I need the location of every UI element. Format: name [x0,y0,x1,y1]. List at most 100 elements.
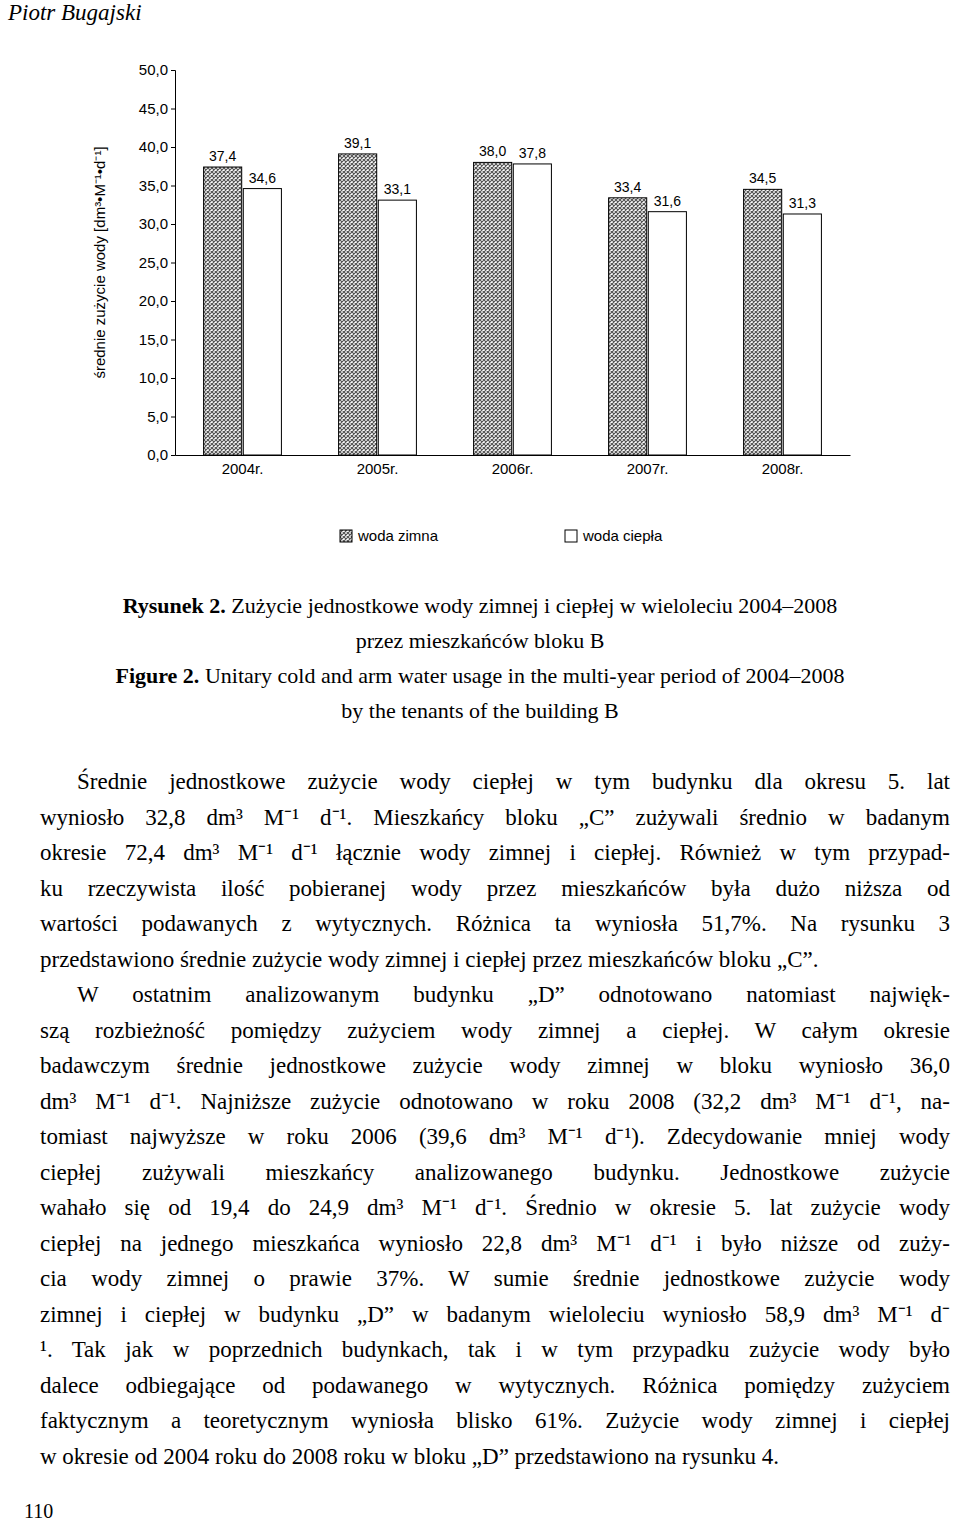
legend: woda zimna woda ciepła [340,527,663,544]
y-tick: 30,0 [139,215,175,232]
data-label: 33,4 [614,179,641,195]
caption-label: Figure 2. [115,663,199,688]
text-line: badawczym średnie jednostkowe zużycie wo… [40,1048,950,1084]
x-tick: 2007r. [627,455,669,477]
bar [609,198,647,455]
data-label: 39,1 [344,135,371,151]
legend-swatch [565,530,577,542]
y-tick-mark [171,378,175,379]
caption-text: Unitary cold and arm water usage in the … [205,663,845,688]
text-line: Średnie jednostkowe zużycie wody ciepłej… [40,764,950,800]
y-tick-label: 10,0 [139,369,168,386]
y-tick-mark [171,186,175,187]
caption-text: przez mieszkańców bloku B [356,628,605,653]
text-line: przedstawiono średnie zużycie wody zimne… [40,942,950,978]
y-tick-mark [171,147,175,148]
bar [339,154,377,455]
y-tick-label: 0,0 [147,446,168,463]
text-line: dm³ M⁻¹ d⁻¹. Najniższe zużycie odnotowan… [40,1084,950,1120]
text-line: szą rozbieżność pomiędzy zużyciem wody z… [40,1013,950,1049]
data-label: 31,3 [789,195,816,211]
data-label: 37,4 [209,148,236,164]
text-line: dalece odbiegające od podawanego w wytyc… [40,1368,950,1404]
legend-item: woda ciepła [565,527,663,544]
x-tick: 2008r. [762,455,804,477]
caption-text: Zużycie jednostkowe wody zimnej i ciepłe… [231,593,837,618]
caption-label: Rysunek 2. [123,593,226,618]
data-label: 33,1 [384,181,411,197]
y-tick: 5,0 [147,408,175,425]
y-tick: 25,0 [139,254,175,271]
y-tick-mark [171,263,175,264]
caption-en: Figure 2. Unitary cold and arm water usa… [0,658,960,728]
text-line: faktycznym a teoretycznym wyniosła blisk… [40,1403,950,1439]
y-tick-label: 30,0 [139,215,168,232]
data-label: 38,0 [479,143,506,159]
y-tick: 15,0 [139,331,175,348]
y-axis-line [171,71,176,456]
caption-line: Rysunek 2. Zużycie jednostkowe wody zimn… [0,588,960,623]
y-tick: 45,0 [139,100,175,117]
bar [783,214,821,455]
x-tick: 2006r. [492,455,534,477]
y-tick-mark [171,109,175,110]
y-tick-label: 20,0 [139,292,168,309]
data-label: 37,8 [519,145,546,161]
data-labels: 37,439,138,033,434,534,633,137,831,631,3 [209,135,816,211]
y-tick-mark [171,70,175,71]
y-tick-label: 5,0 [147,408,168,425]
bar [744,189,782,455]
body-text: Średnie jednostkowe zużycie wody ciepłej… [40,764,950,1474]
bar [204,167,242,455]
text-line: wahało się od 19,4 do 24,9 dm³ M⁻¹ d⁻¹. … [40,1190,950,1226]
page-number: 110 [24,1500,53,1523]
y-tick-label: 35,0 [139,177,168,194]
y-axis-title: średnie zużycie wody [dm³•M⁻¹•d⁻¹] [91,146,108,378]
text-line: tomiast najwyższe w roku 2006 (39,6 dm³ … [40,1119,950,1155]
y-tick: 50,0 [139,61,175,78]
y-tick: 40,0 [139,138,175,155]
legend-label: woda ciepła [582,527,663,544]
legend-swatch [340,530,352,542]
x-tick-label: 2004r. [222,460,264,477]
x-tick-label: 2005r. [357,460,399,477]
caption-line: Figure 2. Unitary cold and arm water usa… [0,658,960,693]
x-tick: 2005r. [357,455,399,477]
text-line: wartości podawanych z wytycznych. Różnic… [40,906,950,942]
x-tick-label: 2006r. [492,460,534,477]
y-tick-mark [171,301,175,302]
caption-text: by the tenants of the building B [341,698,618,723]
data-label: 31,6 [654,193,681,209]
bar [378,200,416,455]
caption-line: przez mieszkańców bloku B [0,623,960,658]
y-tick: 0,0 [147,446,175,463]
text-line: w okresie od 2004 roku do 2008 roku w bl… [40,1439,950,1475]
y-axis: 0,0 5,0 10,0 15,0 20,0 25,0 30,0 35,0 40,0 45,0 50… [139,61,176,463]
y-tick-label: 25,0 [139,254,168,271]
text-line: ciepłej na jednego mieszkańca wyniosło 2… [40,1226,950,1262]
y-tick-mark [171,340,175,341]
text-line: W ostatnim analizowanym budynku „D” odno… [40,977,950,1013]
x-axis: 2004r. 2005r. 2006r. 2007r. 2008r. [176,455,851,477]
x-tick: 2004r. [222,455,264,477]
text-line: wyniosło 32,8 dm³ M⁻¹ d⁻¹. Mieszkańcy bl… [40,800,950,836]
chart: 0,0 5,0 10,0 15,0 20,0 25,0 30,0 35,0 40,0 45,0 50… [0,0,960,570]
y-tick-label: 45,0 [139,100,168,117]
y-tick: 10,0 [139,369,175,386]
y-tick-mark [171,417,175,418]
text-line: okresie 72,4 dm³ M⁻¹ d⁻¹ łącznie wody zi… [40,835,950,871]
running-header: Piotr Bugajski [8,0,142,26]
legend-label: woda zimna [357,527,439,544]
y-tick-label: 50,0 [139,61,168,78]
x-axis-line [176,455,851,456]
y-tick: 35,0 [139,177,175,194]
caption-pl: Rysunek 2. Zużycie jednostkowe wody zimn… [0,588,960,658]
text-line: ku rzeczywista ilość pobieranej wody prz… [40,871,950,907]
bar [474,162,512,455]
x-tick-label: 2008r. [762,460,804,477]
bars [204,154,822,455]
y-tick-label: 40,0 [139,138,168,155]
y-tick-label: 15,0 [139,331,168,348]
legend-item: woda zimna [340,527,439,544]
text-line: cia wody zimnej o prawie 37%. W sumie śr… [40,1261,950,1297]
